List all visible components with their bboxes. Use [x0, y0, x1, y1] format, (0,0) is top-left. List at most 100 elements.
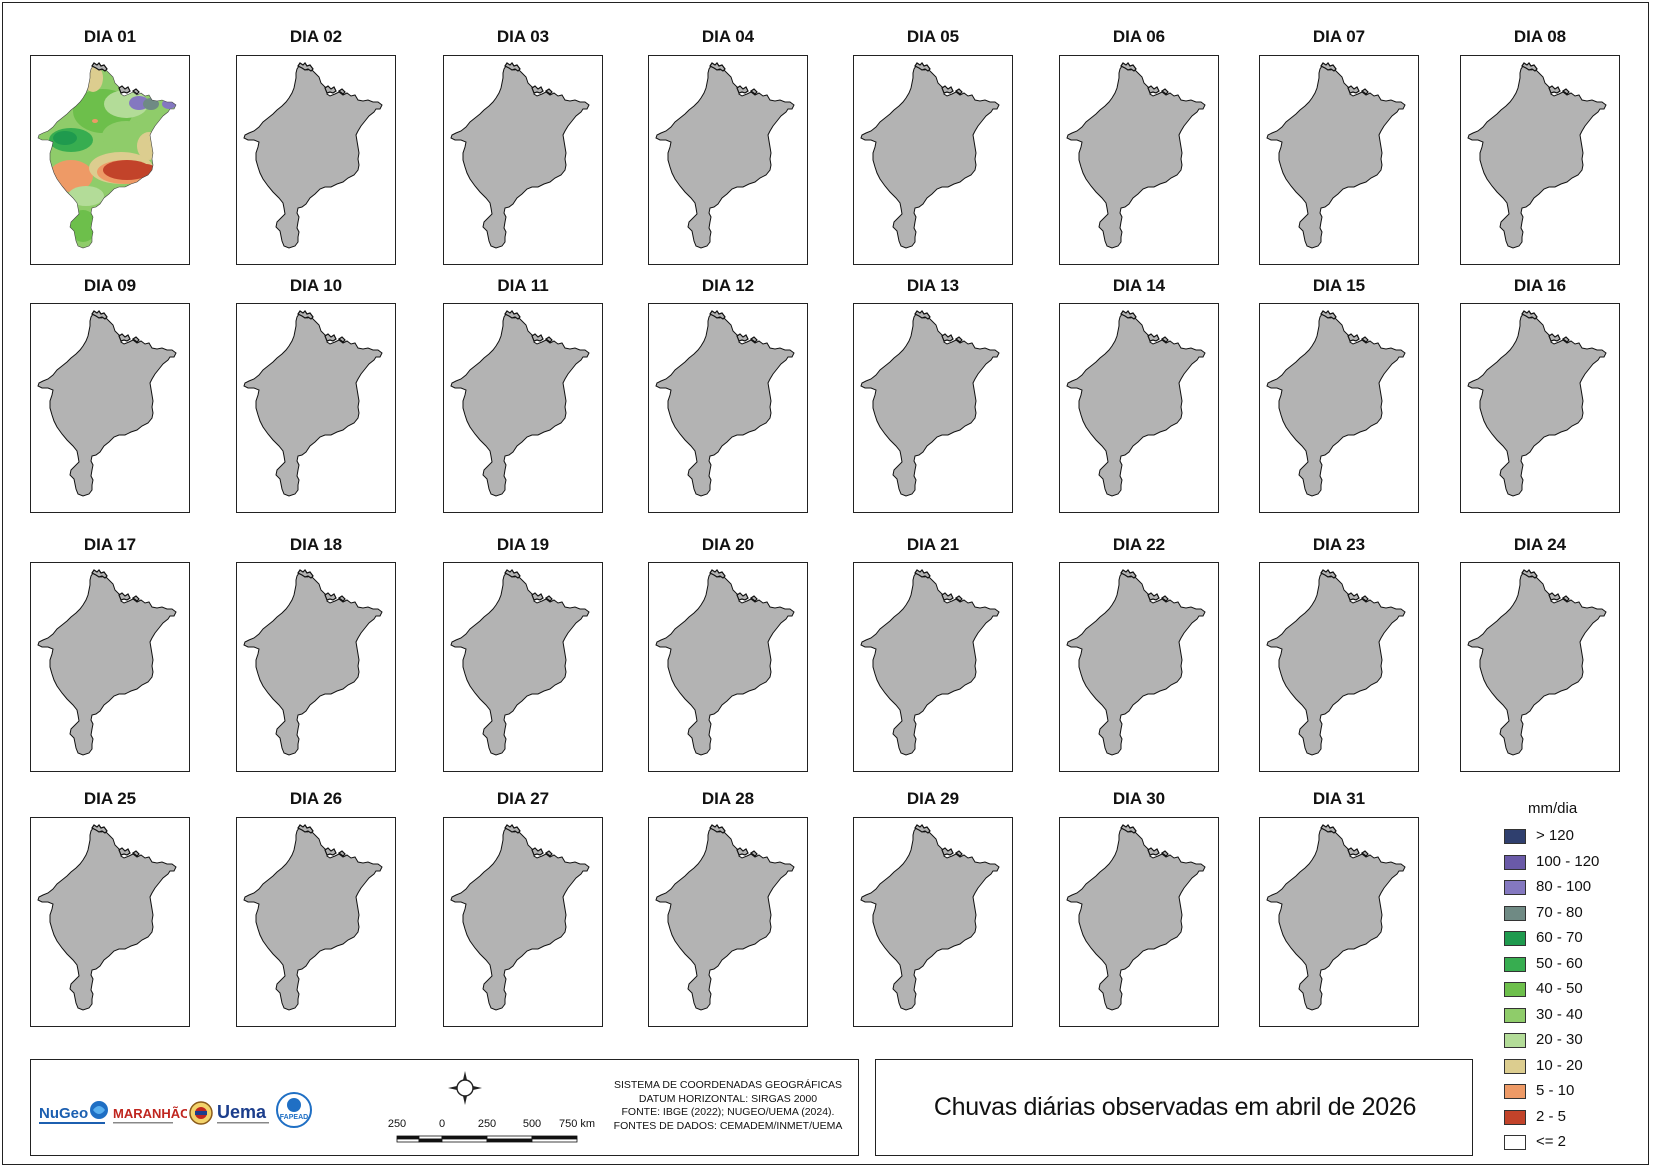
panel-title: DIA 07 [1312, 27, 1366, 46]
panel-title: DIA 03 [496, 27, 550, 46]
panel-title: DIA 08 [1513, 27, 1567, 46]
legend-label: 70 - 80 [1536, 903, 1583, 921]
state-map [243, 310, 383, 497]
map-metadata: SISTEMA DE COORDENADAS GEOGRÁFICAS DATUM… [603, 1079, 853, 1133]
state-map [655, 824, 795, 1011]
legend-label: 60 - 70 [1536, 929, 1583, 946]
scale-bar: 250 0 250 500 750 km [379, 1118, 609, 1150]
logo-nugeo-text: NuGeo [39, 1105, 88, 1122]
state-map [243, 824, 383, 1011]
day-map-panel [236, 303, 396, 513]
state-map [243, 569, 383, 756]
state-map [1066, 569, 1206, 756]
scale-label: 250 [387, 1118, 407, 1130]
panel-title: DIA 19 [496, 535, 550, 554]
legend-swatch [1504, 854, 1526, 870]
logo-uema: Uema [217, 1098, 273, 1128]
north-arrow-icon [447, 1070, 483, 1106]
state-map [1266, 569, 1406, 756]
state-map [1066, 824, 1206, 1011]
legend-item: 100 - 120 [1500, 852, 1640, 874]
state-map [860, 62, 1000, 249]
day-map-panel [1259, 562, 1419, 772]
panel-title: DIA 13 [906, 276, 960, 295]
legend-swatch [1504, 829, 1526, 844]
legend-label: > 120 [1536, 827, 1574, 844]
legend: mm/dia > 120 100 - 120 80 - 100 70 - 80 60 -… [1500, 800, 1640, 1150]
panel-title: DIA 10 [289, 276, 343, 295]
state-map [1266, 310, 1406, 497]
legend-label: 2 - 5 [1536, 1107, 1567, 1125]
legend-swatch [1504, 931, 1526, 946]
map-title: Chuvas diárias observadas em abril de 20… [933, 1093, 1417, 1121]
state-map [1266, 824, 1406, 1011]
state-map [37, 569, 177, 756]
panel-title: DIA 28 [701, 789, 755, 808]
state-map [655, 310, 795, 497]
day-map-panel [30, 55, 190, 265]
legend-label: 80 - 100 [1536, 878, 1592, 895]
legend-swatch [1504, 982, 1526, 997]
state-map [1467, 569, 1607, 756]
panel-title: DIA 27 [496, 789, 550, 808]
legend-swatch [1504, 1033, 1526, 1048]
state-map [37, 824, 177, 1011]
state-map [37, 310, 177, 497]
metadata-line: FONTES DE DADOS: CEMADEM/INMET/UEMA [613, 1119, 843, 1132]
state-map [450, 62, 590, 249]
day-map-panel [853, 55, 1013, 265]
legend-label: 40 - 50 [1536, 980, 1583, 997]
scale-label: 250 [477, 1118, 497, 1130]
legend-label: <= 2 [1536, 1133, 1567, 1150]
day-map-panel [443, 303, 603, 513]
state-map [450, 310, 590, 497]
legend-swatch [1504, 880, 1526, 895]
day-map-panel [236, 562, 396, 772]
day-map-panel [853, 562, 1013, 772]
panel-title: DIA 02 [289, 27, 343, 46]
day-map-panel [1460, 303, 1620, 513]
legend-item: 20 - 30 [1500, 1030, 1640, 1052]
logo-maranhao: MARANHÃO [113, 1098, 190, 1128]
panel-title: DIA 04 [701, 27, 755, 46]
day-map-panel [1059, 562, 1219, 772]
panel-title: DIA 22 [1112, 535, 1166, 554]
panel-title: DIA 05 [906, 27, 960, 46]
state-map [860, 824, 1000, 1011]
panel-title: DIA 14 [1112, 276, 1166, 295]
state-map [655, 569, 795, 756]
state-map [860, 310, 1000, 497]
panel-title: DIA 30 [1112, 789, 1166, 808]
logo-nugeo: NuGeo [39, 1098, 109, 1128]
logo-fapead-text: FAPEAD [280, 1114, 308, 1121]
day-map-panel [648, 562, 808, 772]
day-map-panel [1059, 55, 1219, 265]
state-map [450, 824, 590, 1011]
legend-label: 100 - 120 [1536, 852, 1600, 870]
panel-title: DIA 17 [83, 535, 137, 554]
state-map [655, 62, 795, 249]
legend-swatch [1504, 956, 1526, 972]
day-map-panel [1259, 55, 1419, 265]
panel-title: DIA 12 [701, 276, 755, 295]
day-map-panel [853, 303, 1013, 513]
legend-label: 50 - 60 [1536, 954, 1583, 972]
day-map-panel [30, 303, 190, 513]
legend-item: 10 - 20 [1500, 1056, 1640, 1078]
state-map [450, 569, 590, 756]
legend-title: mm/dia [1528, 800, 1578, 817]
scale-label: 750 km [558, 1118, 596, 1130]
panel-title: DIA 01 [83, 27, 137, 46]
state-map [1266, 62, 1406, 249]
day-map-panel [1460, 562, 1620, 772]
logo-uema-text: Uema [217, 1102, 267, 1122]
day-map-panel [443, 817, 603, 1027]
legend-item: <= 2 [1500, 1132, 1640, 1154]
day-map-panel [443, 562, 603, 772]
scale-label: 500 [522, 1118, 542, 1130]
legend-label: 5 - 10 [1536, 1082, 1575, 1099]
legend-swatch [1504, 905, 1526, 921]
scale-label: 0 [438, 1118, 446, 1130]
panel-title: DIA 31 [1312, 789, 1366, 808]
logo-uema-seal [189, 1096, 213, 1130]
